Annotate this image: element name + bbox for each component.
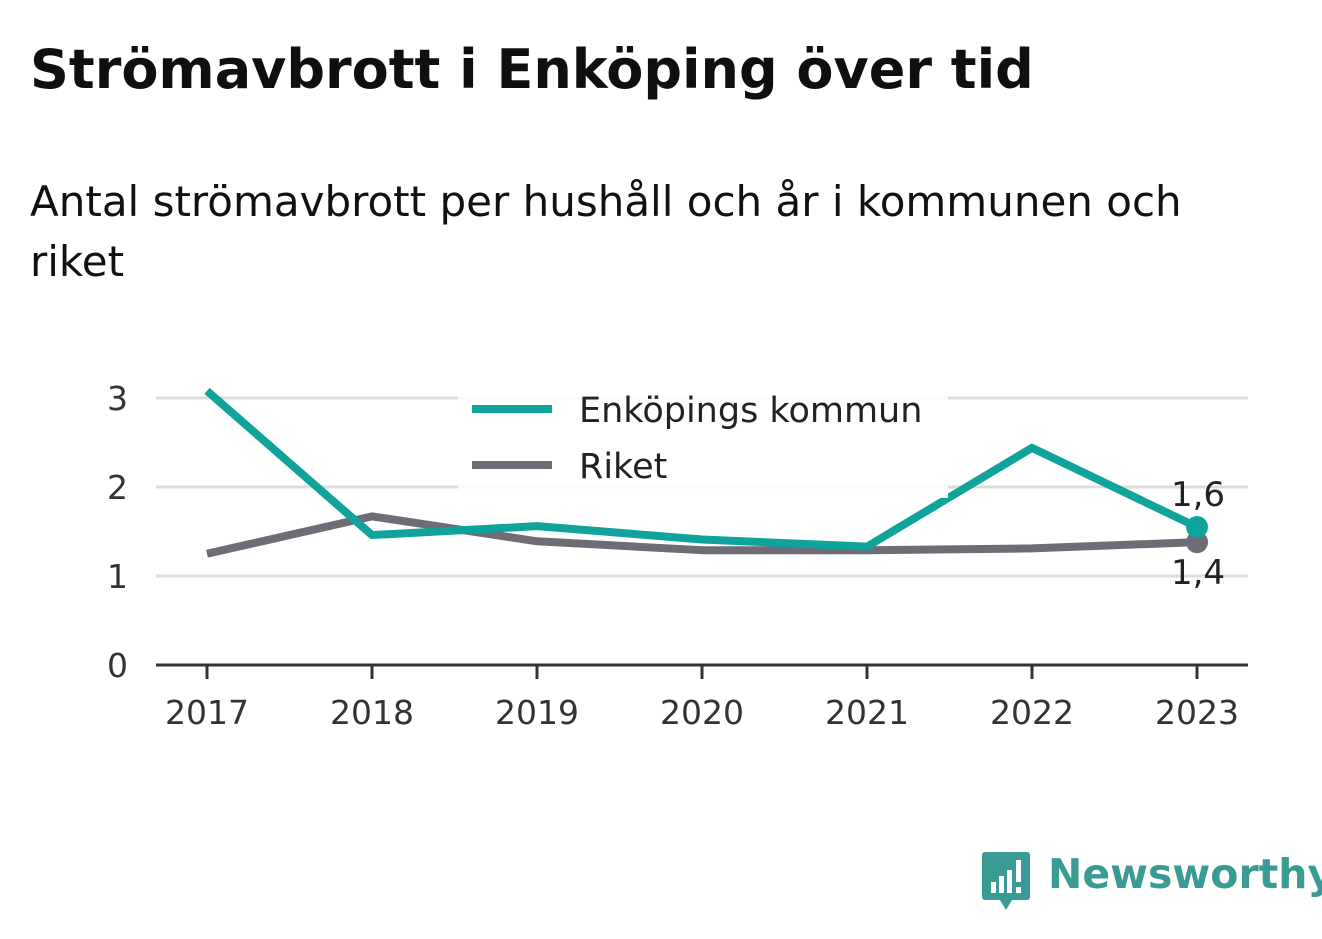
x-axis-ticks: 2017 2018 2019 2020 2021 2022 2023 [165, 665, 1239, 732]
end-label-enkopings-kommun: 1,6 [1171, 475, 1225, 515]
legend-background [458, 380, 948, 498]
x-tick-label-2020: 2020 [660, 693, 744, 732]
legend: Enköpings kommun Riket [458, 380, 948, 498]
newsworthy-brand: Newsworthy [978, 846, 1322, 910]
end-label-riket: 1,4 [1171, 553, 1225, 593]
series-line-enkopings-kommun [204, 387, 1199, 551]
end-point-riket [1186, 531, 1208, 554]
end-point-enkopings-kommun [1186, 516, 1208, 539]
end-points [1186, 516, 1208, 554]
y-tick-label-0: 0 [107, 646, 128, 685]
legend-label-riket: Riket [579, 447, 667, 487]
chart-subtitle: Antal strömavbrott per hushåll och år i … [30, 177, 1182, 286]
x-tick-label-2018: 2018 [330, 693, 414, 732]
series-lines [204, 387, 1199, 558]
y-tick-label-3: 3 [107, 379, 128, 418]
legend-label-enkopings-kommun: Enköpings kommun [579, 391, 922, 431]
x-tick-label-2017: 2017 [165, 693, 249, 732]
y-axis-ticks: 0 1 2 3 [107, 379, 128, 685]
x-tick-label-2021: 2021 [825, 693, 909, 732]
y-tick-label-1: 1 [107, 557, 128, 596]
brand-name: Newsworthy [1048, 850, 1322, 898]
y-tick-label-2: 2 [107, 468, 128, 507]
x-tick-label-2019: 2019 [495, 693, 579, 732]
x-tick-label-2022: 2022 [990, 693, 1074, 732]
x-tick-label-2023: 2023 [1155, 693, 1239, 732]
newsworthy-logo-icon [982, 852, 1030, 910]
chart-title: Strömavbrott i Enköping över tid [30, 38, 1034, 101]
series-line-riket [206, 512, 1198, 558]
